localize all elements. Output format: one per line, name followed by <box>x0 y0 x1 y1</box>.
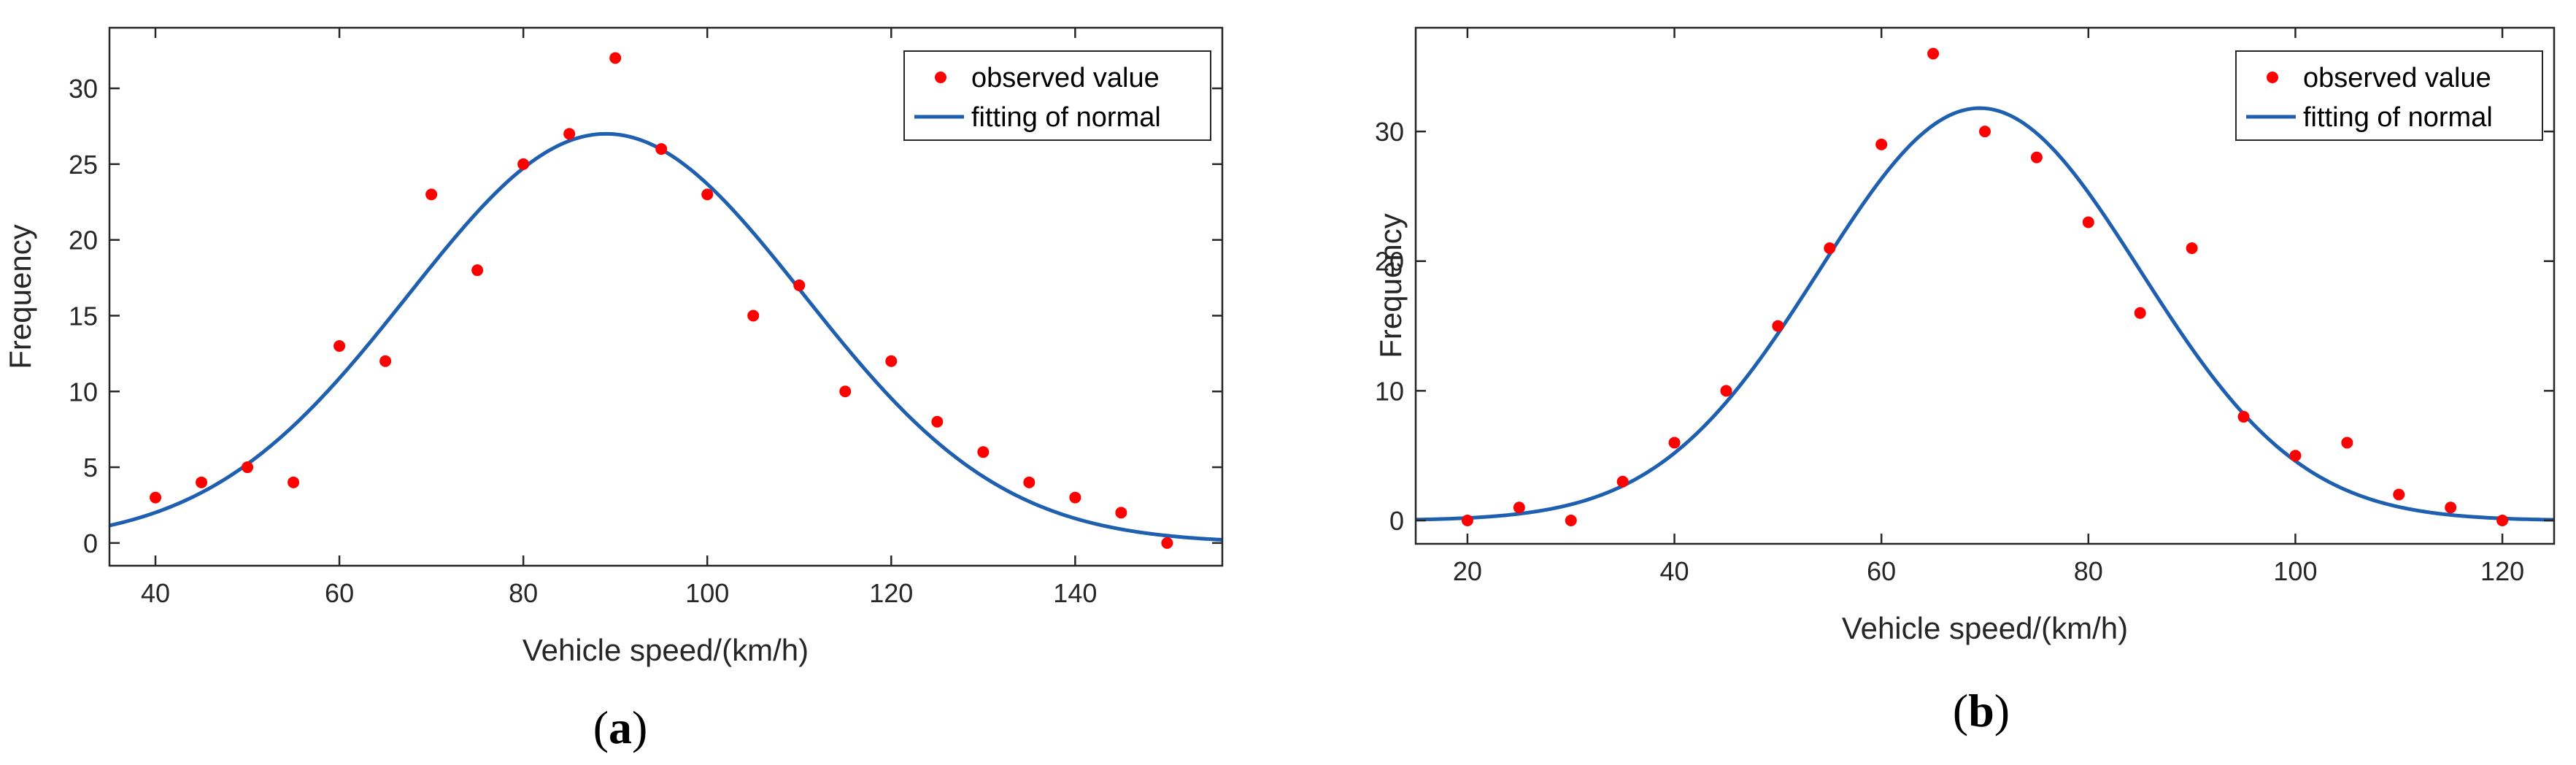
y-tick-label: 10 <box>1375 376 1404 406</box>
y-tick-label: 15 <box>69 301 98 331</box>
data-point <box>1023 476 1036 488</box>
x-tick-label: 40 <box>1660 556 1689 586</box>
y-tick-label: 20 <box>69 226 98 255</box>
data-point <box>1772 320 1784 332</box>
data-point <box>1875 138 1888 150</box>
x-tick-label: 140 <box>1053 578 1097 608</box>
x-tick-label: 120 <box>2480 556 2524 586</box>
data-point <box>563 128 576 140</box>
x-tick-label: 80 <box>509 578 538 608</box>
data-point <box>2289 450 2302 462</box>
panel-label-open: ( <box>1953 685 1968 737</box>
y-axis-title: Frequency <box>3 224 37 369</box>
x-tick-label: 120 <box>869 578 913 608</box>
data-point <box>379 355 392 367</box>
y-tick-label: 30 <box>1375 117 1404 147</box>
y-tick-label: 0 <box>1389 506 1404 536</box>
data-point <box>517 158 530 170</box>
legend-marker-observed <box>935 72 946 83</box>
x-tick-label: 20 <box>1453 556 1482 586</box>
x-axis-title: Vehicle speed/(km/h) <box>1842 611 2128 645</box>
panel-label-open: ( <box>593 701 609 753</box>
data-point <box>1069 491 1081 504</box>
legend-label-fit: fitting of normal <box>2303 102 2493 133</box>
axes-box <box>1414 26 2556 545</box>
fit-curve-b <box>1416 106 2554 522</box>
data-point <box>2134 307 2146 319</box>
x-tick-label: 80 <box>2074 556 2103 586</box>
data-point <box>2186 242 2198 254</box>
data-point <box>1616 475 1629 488</box>
y-tick-label: 25 <box>69 150 98 180</box>
legend: observed value fitting of normal <box>903 50 1211 141</box>
data-point <box>931 415 944 428</box>
data-point <box>793 279 806 291</box>
y-tick-label: 0 <box>83 528 98 558</box>
data-point <box>747 310 760 322</box>
data-point <box>150 491 162 504</box>
data-point <box>2393 488 2405 501</box>
data-point <box>701 188 714 201</box>
data-point <box>1161 537 1173 549</box>
legend: observed value fitting of normal <box>2235 50 2543 141</box>
data-point <box>2030 151 2043 164</box>
data-point <box>2082 216 2094 228</box>
data-point <box>885 355 898 367</box>
x-tick-label: 40 <box>141 578 170 608</box>
data-point <box>425 188 438 201</box>
data-point <box>1979 126 1991 138</box>
x-tick-label: 100 <box>2273 556 2317 586</box>
y-axis-title: Frequency <box>1373 213 1408 358</box>
data-point <box>977 446 990 458</box>
y-tick-label: 5 <box>83 453 98 483</box>
data-point <box>655 143 668 155</box>
data-point <box>1927 47 1940 60</box>
axes-box <box>108 26 1224 567</box>
data-point <box>1565 515 1577 527</box>
x-tick-label: 100 <box>685 578 729 608</box>
data-point <box>1461 515 1473 527</box>
data-point <box>2341 437 2353 449</box>
data-point <box>471 264 484 277</box>
data-point <box>1720 385 1732 397</box>
x-tick-label: 60 <box>325 578 354 608</box>
data-point <box>288 476 300 488</box>
panel-label-letter: a <box>609 701 632 753</box>
data-point <box>609 52 622 64</box>
panel-label-letter: b <box>1968 685 1994 737</box>
data-point <box>1115 507 1127 519</box>
y-tick-label: 30 <box>69 74 98 104</box>
legend-label-fit: fitting of normal <box>971 102 1161 133</box>
data-point <box>2496 515 2509 527</box>
legend-label-observed: observed value <box>2303 63 2491 93</box>
legend-box <box>903 50 1211 141</box>
data-point <box>1824 242 1836 254</box>
legend-box <box>2235 50 2543 141</box>
x-axis-title: Vehicle speed/(km/h) <box>522 633 809 667</box>
x-tick-label: 60 <box>1867 556 1896 586</box>
y-tick-label: 20 <box>1375 247 1404 277</box>
data-point <box>1668 437 1681 449</box>
data-point <box>2237 410 2250 423</box>
chart-panel-b: 20 40 60 80 100 120 0 10 20 30 Vehicle speed/(km/h… <box>1373 26 2556 737</box>
panel-label: (b) <box>1953 685 2010 737</box>
data-point <box>242 461 254 474</box>
panel-label: (a) <box>593 701 648 753</box>
panel-label-close: ) <box>1994 685 2010 737</box>
panel-label-close: ) <box>632 701 647 753</box>
chart-panel-a: 40 60 80 100 120 140 0 5 10 15 20 25 30 Vehicle speed… <box>3 26 1224 753</box>
legend-label-observed: observed value <box>971 63 1160 93</box>
data-point <box>839 385 852 398</box>
data-point <box>333 339 346 352</box>
data-point <box>2445 501 2457 514</box>
legend-marker-observed <box>2267 72 2278 83</box>
y-tick-label: 10 <box>69 377 98 407</box>
data-point <box>196 476 208 488</box>
data-point <box>1513 501 1525 514</box>
